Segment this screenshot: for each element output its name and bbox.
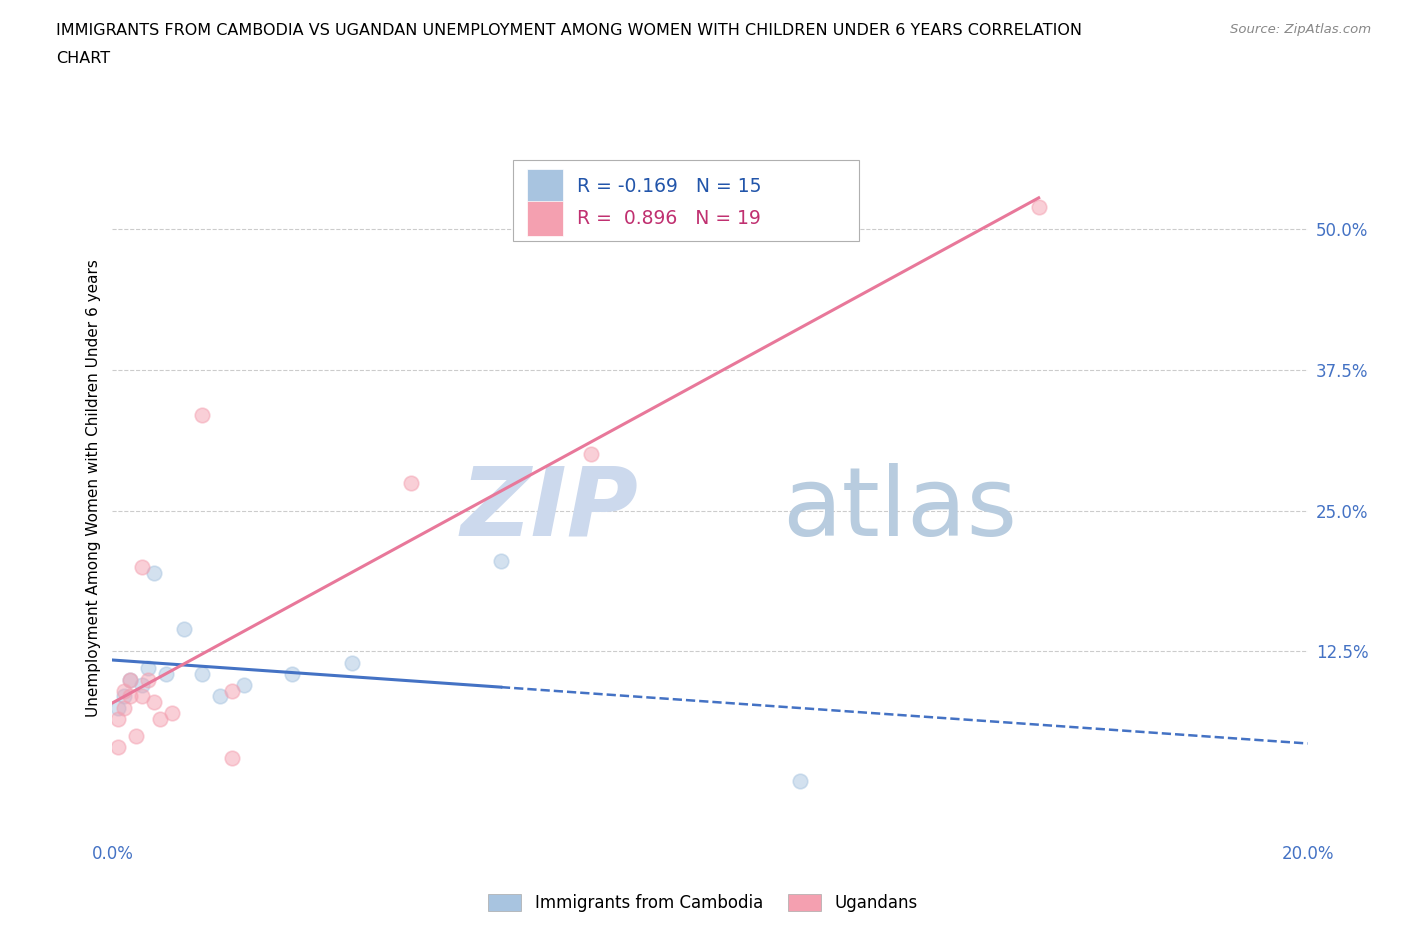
Point [131,678,153,693]
Point [173,621,195,636]
Point [107,739,129,754]
Point [138,672,160,687]
Point [281,667,304,682]
FancyBboxPatch shape [527,169,562,205]
Text: Source: ZipAtlas.com: Source: ZipAtlas.com [1230,23,1371,36]
Y-axis label: Unemployment Among Women with Children Under 6 years: Unemployment Among Women with Children U… [86,259,101,717]
Point [789,774,811,789]
Point [114,689,135,704]
Point [114,700,135,715]
Text: CHART: CHART [56,51,110,66]
Point [221,684,243,698]
Point [208,689,231,704]
Text: R = -0.169   N = 15: R = -0.169 N = 15 [578,178,762,196]
Point [120,689,142,704]
Point [120,672,142,687]
Point [138,661,160,676]
Point [107,711,129,726]
Text: ZIP: ZIP [460,463,638,556]
Point [114,684,135,698]
Point [162,706,183,721]
Text: R =  0.896   N = 19: R = 0.896 N = 19 [578,209,761,228]
FancyBboxPatch shape [527,201,562,236]
Point [143,695,166,710]
Point [131,689,153,704]
Point [149,711,172,726]
Point [191,407,214,422]
Point [489,554,512,569]
Point [120,672,142,687]
Text: IMMIGRANTS FROM CAMBODIA VS UGANDAN UNEMPLOYMENT AMONG WOMEN WITH CHILDREN UNDER: IMMIGRANTS FROM CAMBODIA VS UGANDAN UNEM… [56,23,1083,38]
Point [143,565,166,580]
Legend: Immigrants from Cambodia, Ugandans: Immigrants from Cambodia, Ugandans [488,895,918,912]
FancyBboxPatch shape [513,161,859,241]
Point [125,728,148,743]
Point [191,667,214,682]
Point [232,678,256,693]
Point [221,751,243,765]
Point [131,560,153,575]
Point [155,667,177,682]
Point [401,475,423,490]
Text: atlas: atlas [782,463,1017,556]
Point [340,656,363,671]
Point [579,447,602,462]
Point [107,700,129,715]
Point [1028,200,1050,215]
